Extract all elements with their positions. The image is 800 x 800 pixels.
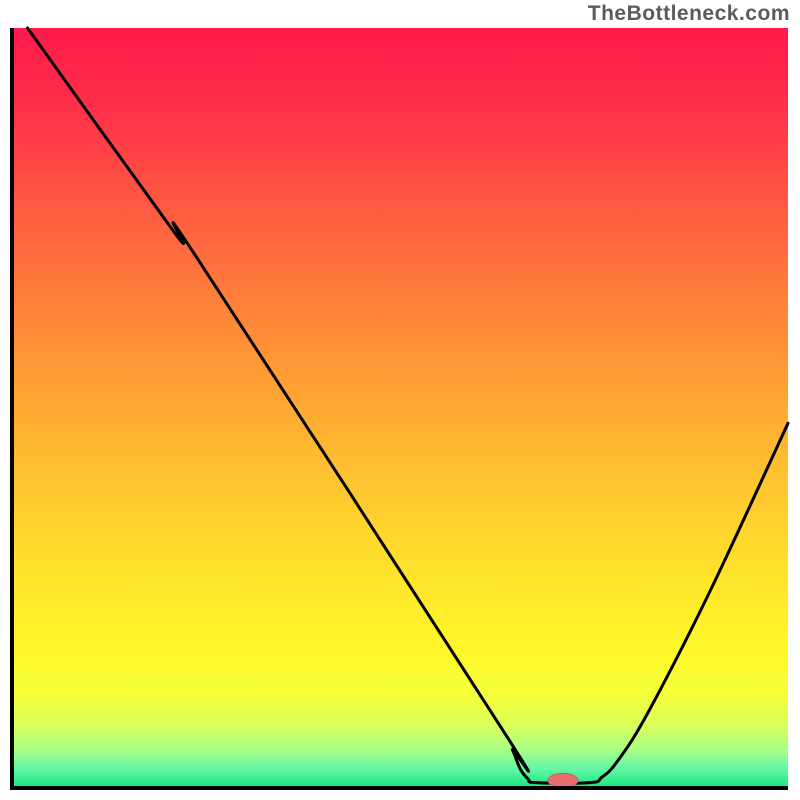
chart-container: { "watermark": { "text": "TheBottleneck.… <box>0 0 800 800</box>
bottleneck-chart <box>0 0 800 800</box>
watermark-text: TheBottleneck.com <box>588 2 790 26</box>
gradient-background <box>12 28 788 788</box>
optimal-point-marker <box>548 773 578 787</box>
